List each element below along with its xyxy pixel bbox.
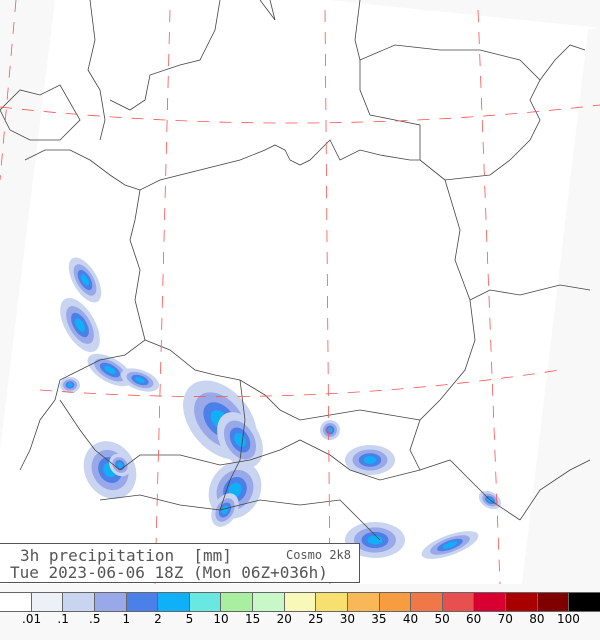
legend-label: 30 — [339, 612, 355, 626]
precip-area — [442, 541, 458, 549]
precip-area — [80, 274, 90, 286]
legend-swatch — [63, 593, 95, 611]
legend-label: 5 — [185, 612, 194, 626]
model-domain — [0, 0, 600, 584]
legend-label: 40 — [402, 612, 419, 626]
legend-label: 2 — [154, 612, 162, 626]
legend-swatch — [569, 593, 600, 611]
legend-swatch — [31, 593, 64, 611]
legend-label: 60 — [466, 612, 482, 626]
legend-label: 70 — [497, 612, 513, 626]
legend-swatch — [411, 593, 443, 611]
legend-swatch — [221, 593, 253, 611]
precipitation-map — [0, 0, 600, 584]
legend-label: 10 — [213, 612, 229, 626]
title-valid-time: Tue 2023-06-06 18Z (Mon 06Z+036h) — [10, 563, 328, 582]
precip-area — [363, 456, 377, 464]
title-variable: 3h precipitation [mm] — [20, 546, 232, 565]
legend-swatch — [94, 593, 127, 611]
legend-swatch — [347, 593, 380, 611]
color-legend — [0, 592, 600, 612]
legend-label: 20 — [276, 612, 292, 626]
lat-lon-grid — [0, 0, 600, 584]
legend-label: .01 — [22, 612, 42, 626]
precip-area — [67, 383, 73, 387]
legend-labels: .01.1.5 1 2 5 10 15 20 25 30 35 40 50 60 70 80 100 — [0, 612, 600, 632]
legend-swatch — [379, 593, 412, 611]
precipitation-field — [60, 257, 502, 559]
legend-label: 50 — [434, 612, 450, 626]
legend-label: 80 — [529, 612, 545, 626]
legend-swatch — [284, 593, 317, 611]
legend-label: 15 — [244, 612, 261, 626]
legend-swatch — [253, 593, 285, 611]
legend-swatch — [0, 593, 32, 611]
country-borders — [0, 0, 591, 541]
legend-swatch — [316, 593, 348, 611]
legend-swatch — [126, 593, 159, 611]
legend-label: 1 — [122, 612, 131, 626]
precip-area — [367, 535, 383, 545]
legend-swatch — [506, 593, 538, 611]
precip-area — [75, 318, 85, 332]
legend-swatch — [537, 593, 570, 611]
legend-label: .5 — [89, 612, 101, 626]
legend-swatch — [189, 593, 222, 611]
legend-label: 35 — [371, 612, 387, 626]
precip-area — [135, 377, 145, 383]
map-title-box: 3h precipitation [mm] Cosmo 2k8 Tue 2023… — [0, 543, 360, 583]
precip-area — [104, 365, 116, 375]
precip-area — [117, 462, 123, 468]
legend-swatch — [442, 593, 475, 611]
legend-swatch — [158, 593, 190, 611]
legend-swatch — [474, 593, 506, 611]
model-name: Cosmo 2k8 — [285, 548, 351, 562]
legend-label: 100 — [556, 612, 580, 626]
legend-label: 25 — [308, 612, 324, 626]
legend-label: .1 — [57, 612, 69, 626]
